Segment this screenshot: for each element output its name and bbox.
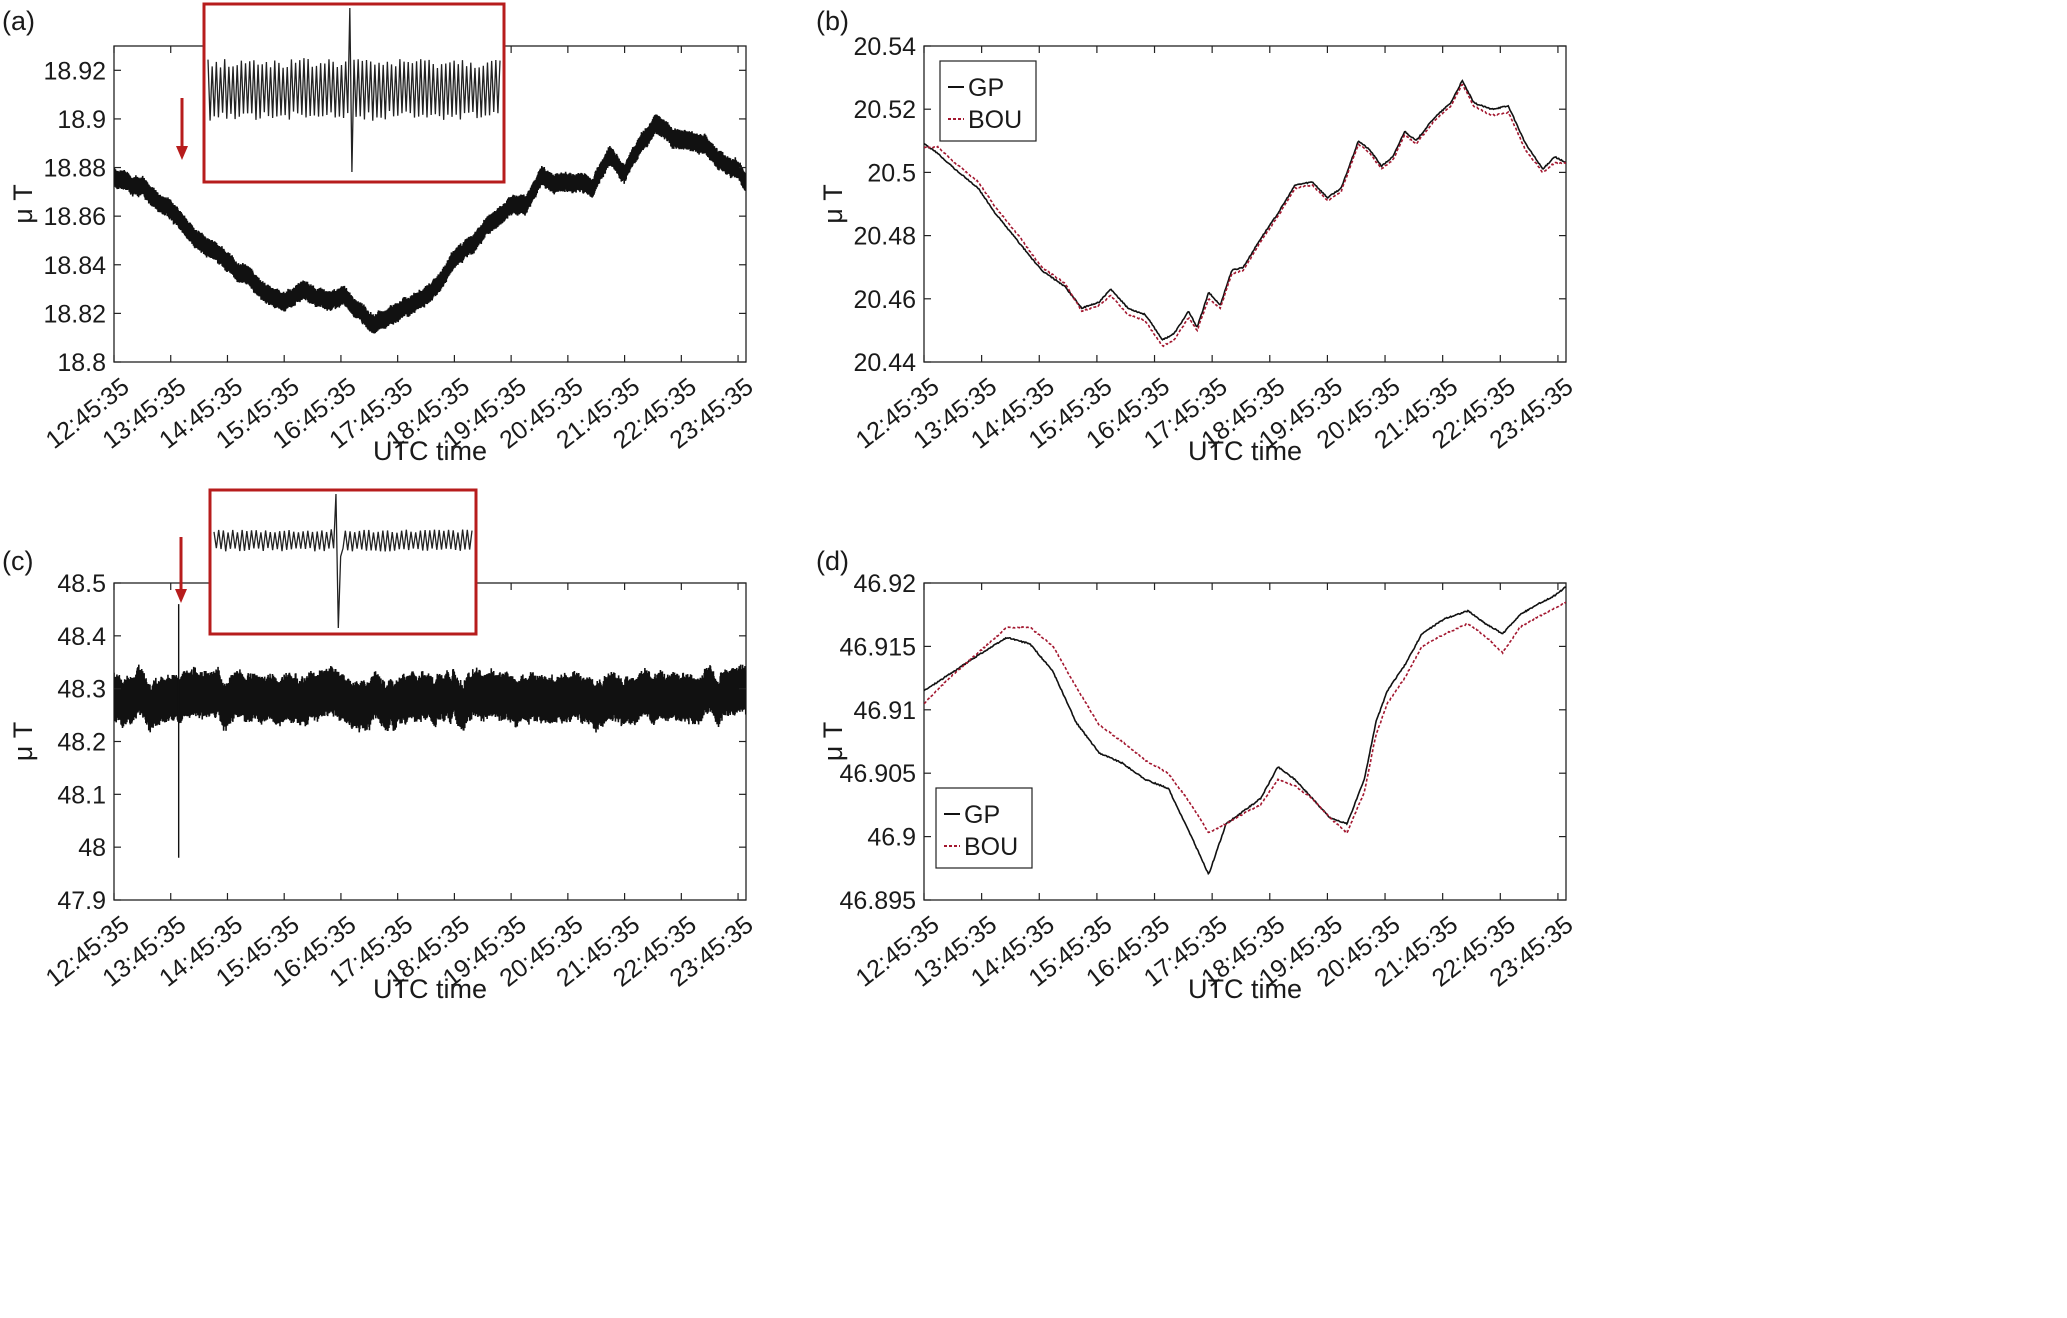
legend-label-bou: BOU bbox=[964, 833, 1018, 861]
y-tick-label: 48.4 bbox=[57, 623, 106, 651]
legend-label-gp: GP bbox=[964, 801, 1000, 829]
series-line-bou bbox=[924, 83, 1566, 348]
y-tick-label: 46.905 bbox=[840, 760, 916, 788]
panel-b: (b)20.4420.4620.4820.520.5220.5412:45:35… bbox=[816, 6, 1578, 466]
y-tick-label: 20.48 bbox=[853, 223, 916, 251]
plot-frame bbox=[923, 582, 1567, 901]
panel-label: (a) bbox=[2, 6, 35, 36]
y-tick-label: 20.54 bbox=[853, 33, 916, 61]
y-tick-label: 46.895 bbox=[840, 887, 916, 915]
legend-label-gp: GP bbox=[968, 74, 1004, 102]
legend: GP BOU bbox=[935, 787, 1033, 869]
y-tick-label: 48.3 bbox=[57, 676, 106, 704]
y-axis-title: μ T bbox=[818, 722, 848, 762]
y-axis-title: μ T bbox=[8, 184, 38, 224]
series-line-bou bbox=[924, 601, 1566, 835]
plot-area bbox=[114, 604, 746, 858]
y-axis-title: μ T bbox=[8, 722, 38, 762]
x-axis-title: UTC time bbox=[373, 436, 487, 466]
inset-frame bbox=[202, 2, 506, 184]
data-band bbox=[114, 664, 746, 733]
legend-box bbox=[935, 787, 1033, 869]
legend: GP BOU bbox=[939, 60, 1037, 142]
y-tick-label: 18.88 bbox=[43, 155, 106, 183]
panel-label: (d) bbox=[816, 546, 849, 576]
y-tick-label: 46.915 bbox=[840, 633, 916, 661]
inset-trace bbox=[213, 493, 473, 629]
panel-d: (d)46.89546.946.90546.9146.91546.9212:45… bbox=[816, 546, 1578, 1004]
x-axis-title: UTC time bbox=[1188, 974, 1302, 1004]
y-tick-label: 20.46 bbox=[853, 286, 916, 314]
plot-frame bbox=[923, 45, 1567, 363]
legend-label-bou: BOU bbox=[968, 106, 1022, 134]
series-line-gp bbox=[924, 79, 1566, 341]
plot-area bbox=[114, 114, 746, 334]
y-tick-label: 20.44 bbox=[853, 349, 916, 377]
inset-a bbox=[202, 2, 506, 184]
data-band bbox=[114, 114, 746, 334]
panel-label: (c) bbox=[2, 546, 33, 576]
y-tick-label: 48.5 bbox=[57, 570, 106, 598]
y-tick-label: 47.9 bbox=[57, 887, 106, 915]
y-tick-label: 46.91 bbox=[853, 697, 916, 725]
y-tick-label: 18.82 bbox=[43, 300, 106, 328]
arrow-head bbox=[175, 589, 187, 603]
inset-frame bbox=[208, 488, 478, 636]
y-tick-label: 18.84 bbox=[43, 252, 106, 280]
x-axis-title: UTC time bbox=[373, 974, 487, 1004]
arrow-head bbox=[176, 146, 188, 160]
arrow-c bbox=[175, 537, 187, 603]
series-line-gp bbox=[924, 586, 1566, 876]
y-tick-label: 18.9 bbox=[57, 106, 106, 134]
plot-area bbox=[924, 79, 1566, 348]
y-tick-label: 18.92 bbox=[43, 57, 106, 85]
arrow-a bbox=[176, 98, 188, 160]
y-tick-label: 48.2 bbox=[57, 729, 106, 757]
y-tick-label: 46.9 bbox=[867, 824, 916, 852]
y-tick-label: 20.52 bbox=[853, 96, 916, 124]
inset-c bbox=[208, 488, 478, 636]
y-tick-label: 18.8 bbox=[57, 349, 106, 377]
y-tick-label: 46.92 bbox=[853, 570, 916, 598]
plot-area bbox=[924, 586, 1566, 876]
y-tick-label: 48 bbox=[78, 834, 106, 862]
legend-box bbox=[939, 60, 1037, 142]
y-tick-label: 20.5 bbox=[867, 159, 916, 187]
y-axis-title: μ T bbox=[818, 184, 848, 224]
x-axis-title: UTC time bbox=[1188, 436, 1302, 466]
panel-label: (b) bbox=[816, 6, 849, 36]
y-tick-label: 48.1 bbox=[57, 781, 106, 809]
y-tick-label: 18.86 bbox=[43, 203, 106, 231]
inset-trace bbox=[207, 7, 501, 173]
